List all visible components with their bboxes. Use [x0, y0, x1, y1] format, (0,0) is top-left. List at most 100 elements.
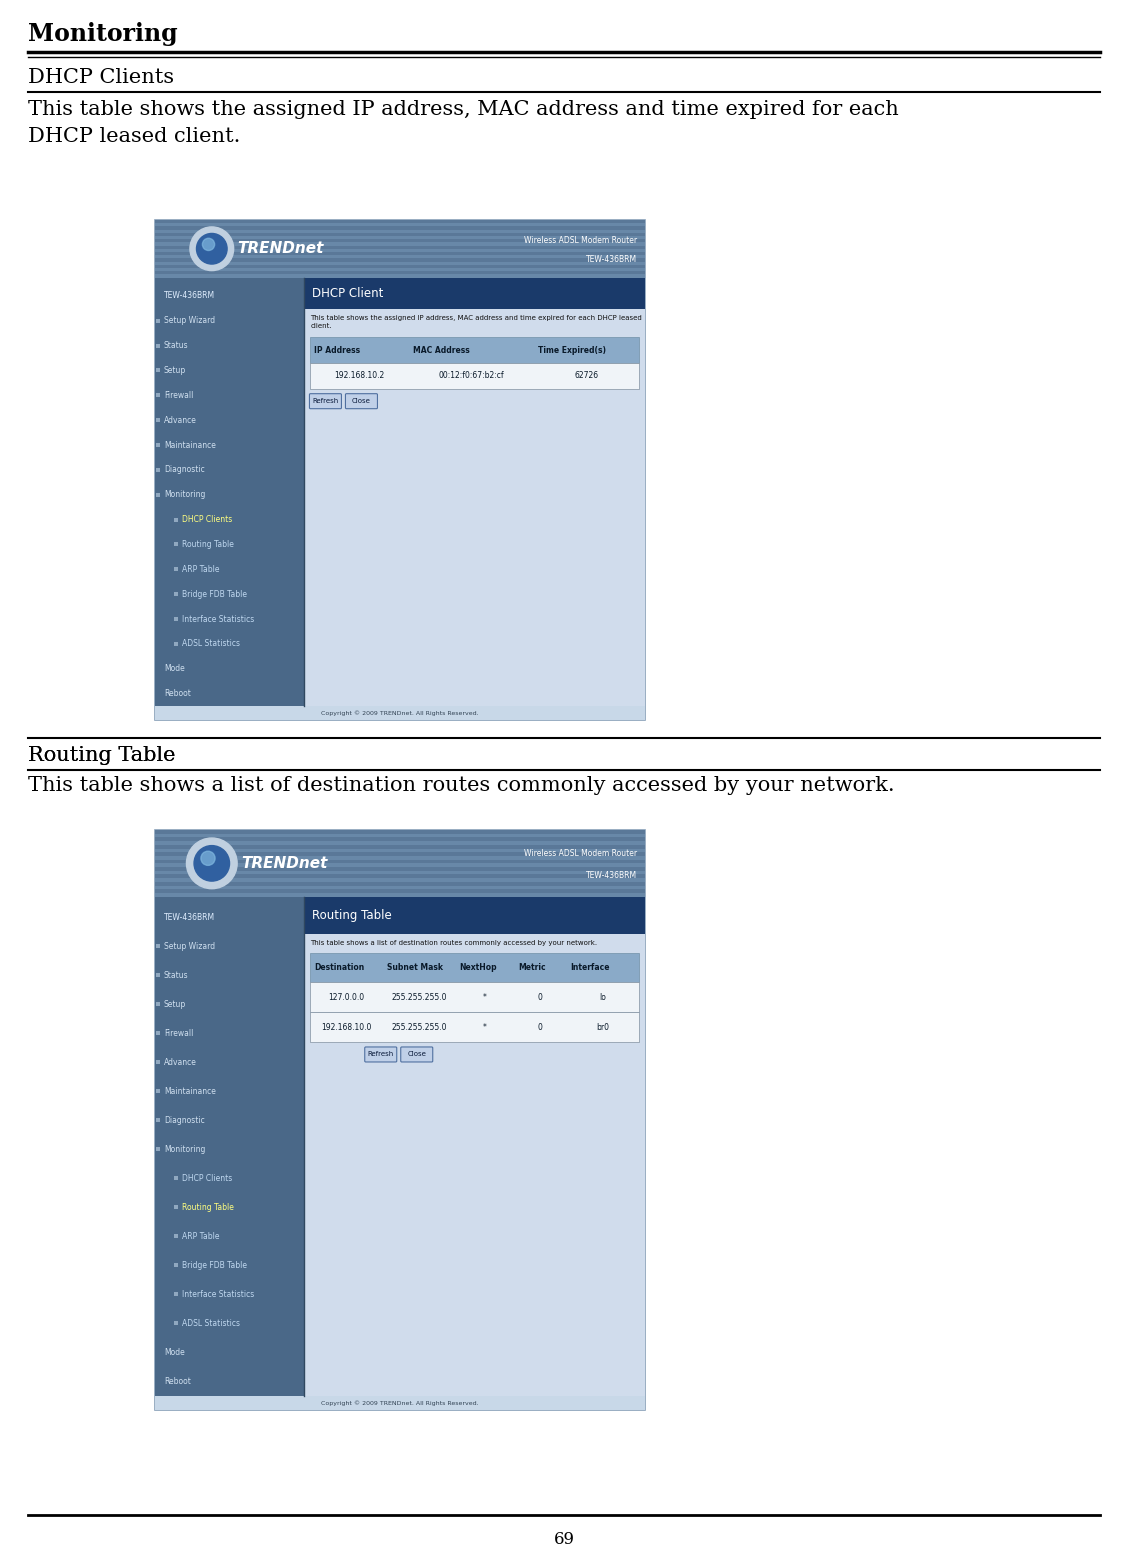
Text: 0: 0 [538, 1023, 543, 1031]
Bar [156, 1031, 160, 1036]
Bar [305, 897, 645, 1398]
Text: Status: Status [164, 341, 188, 350]
Bar [155, 829, 645, 1410]
Bar [155, 848, 645, 853]
Text: Interface Statistics: Interface Statistics [182, 1290, 254, 1300]
Text: Routing Table: Routing Table [182, 540, 233, 548]
Text: 0: 0 [538, 993, 543, 1001]
Text: Time Expired(s): Time Expired(s) [538, 345, 606, 355]
Text: 192.168.10.0: 192.168.10.0 [321, 1023, 372, 1031]
Bar [156, 444, 160, 447]
Text: Routing Table: Routing Table [28, 747, 176, 765]
Text: TEW-436BRM: TEW-436BRM [585, 255, 637, 264]
Text: Maintainance: Maintainance [164, 440, 215, 450]
Text: DHCP Clients: DHCP Clients [182, 1175, 232, 1182]
Text: Refresh: Refresh [368, 1051, 394, 1057]
Text: TRENDnet: TRENDnet [238, 241, 324, 256]
Text: This table shows a list of destination routes commonly accessed by your network.: This table shows a list of destination r… [28, 776, 895, 795]
Bar [155, 236, 645, 239]
Bar [155, 255, 645, 259]
Text: Mode: Mode [164, 664, 185, 673]
Text: IP Address: IP Address [315, 345, 361, 355]
Text: Reboot: Reboot [164, 1378, 191, 1385]
Bar [155, 886, 645, 890]
Text: Mode: Mode [164, 1348, 185, 1357]
Text: Maintainance: Maintainance [164, 1087, 215, 1097]
Bar [156, 344, 160, 348]
Text: Firewall: Firewall [164, 1029, 193, 1037]
Bar [174, 617, 178, 622]
Bar [155, 233, 645, 236]
Bar [310, 362, 638, 389]
Text: Firewall: Firewall [164, 390, 193, 400]
Bar [155, 853, 645, 856]
Bar [155, 220, 645, 720]
Bar [155, 883, 645, 886]
Text: 127.0.0.0: 127.0.0.0 [328, 993, 364, 1001]
Text: Close: Close [407, 1051, 426, 1057]
Text: Advance: Advance [164, 415, 197, 425]
Bar [155, 856, 645, 861]
Text: Copyright © 2009 TRENDnet. All Rights Reserved.: Copyright © 2009 TRENDnet. All Rights Re… [321, 711, 478, 715]
Circle shape [201, 851, 215, 865]
Bar [156, 1118, 160, 1123]
Text: DHCP Clients: DHCP Clients [28, 69, 174, 87]
Text: Destination: Destination [315, 964, 364, 972]
Text: Bridge FDB Table: Bridge FDB Table [182, 590, 247, 598]
Text: Status: Status [164, 970, 188, 979]
Text: ARP Table: ARP Table [182, 565, 220, 573]
Text: Subnet Mask: Subnet Mask [387, 964, 442, 972]
Text: Diagnostic: Diagnostic [164, 1115, 204, 1125]
Bar [155, 278, 305, 708]
Text: Bridge FDB Table: Bridge FDB Table [182, 1261, 247, 1270]
Bar [155, 226, 645, 230]
Text: This table shows a list of destination routes commonly accessed by your network.: This table shows a list of destination r… [310, 940, 598, 945]
Text: NextHop: NextHop [459, 964, 496, 972]
Text: Setup: Setup [164, 1000, 186, 1009]
Circle shape [190, 226, 233, 270]
Bar [174, 517, 178, 522]
FancyBboxPatch shape [345, 394, 378, 409]
Bar [155, 248, 645, 253]
Bar [156, 319, 160, 323]
Bar [156, 973, 160, 978]
Text: Interface Statistics: Interface Statistics [182, 614, 254, 623]
Text: Routing Table: Routing Table [312, 909, 393, 922]
Text: This table shows the assigned IP address, MAC address and time expired for each : This table shows the assigned IP address… [310, 316, 642, 330]
Text: *: * [483, 1023, 486, 1031]
Bar [310, 982, 638, 1012]
Bar [155, 245, 645, 250]
Bar [156, 419, 160, 422]
Text: *: * [483, 993, 486, 1001]
Text: ADSL Statistics: ADSL Statistics [182, 1318, 240, 1328]
Bar [174, 567, 178, 572]
Text: Refresh: Refresh [312, 398, 338, 405]
Text: 00:12:f0:67:b2:cf: 00:12:f0:67:b2:cf [439, 372, 504, 381]
Bar [310, 337, 638, 362]
Text: Monitoring: Monitoring [28, 22, 177, 45]
Text: Routing Table: Routing Table [28, 747, 176, 765]
Text: ARP Table: ARP Table [182, 1232, 220, 1240]
Text: TEW-436BRM: TEW-436BRM [164, 292, 215, 300]
Text: Interface: Interface [571, 964, 610, 972]
Text: ADSL Statistics: ADSL Statistics [182, 639, 240, 648]
Bar [156, 943, 160, 948]
Bar [155, 1396, 645, 1410]
Bar [174, 1176, 178, 1181]
Bar [156, 394, 160, 397]
Text: MAC Address: MAC Address [413, 345, 469, 355]
Bar [305, 278, 645, 309]
Text: TEW-436BRM: TEW-436BRM [164, 912, 215, 922]
Bar [305, 278, 645, 708]
Bar [155, 269, 645, 272]
Text: Wireless ADSL Modem Router: Wireless ADSL Modem Router [523, 236, 637, 245]
Bar [155, 889, 645, 893]
Bar [174, 1264, 178, 1267]
Text: This table shows the assigned IP address, MAC address and time expired for each
: This table shows the assigned IP address… [28, 100, 899, 145]
Bar [155, 864, 645, 867]
Bar [174, 1206, 178, 1209]
Bar [155, 859, 645, 864]
Bar [155, 239, 645, 242]
Bar [155, 251, 645, 256]
Bar [155, 837, 645, 842]
